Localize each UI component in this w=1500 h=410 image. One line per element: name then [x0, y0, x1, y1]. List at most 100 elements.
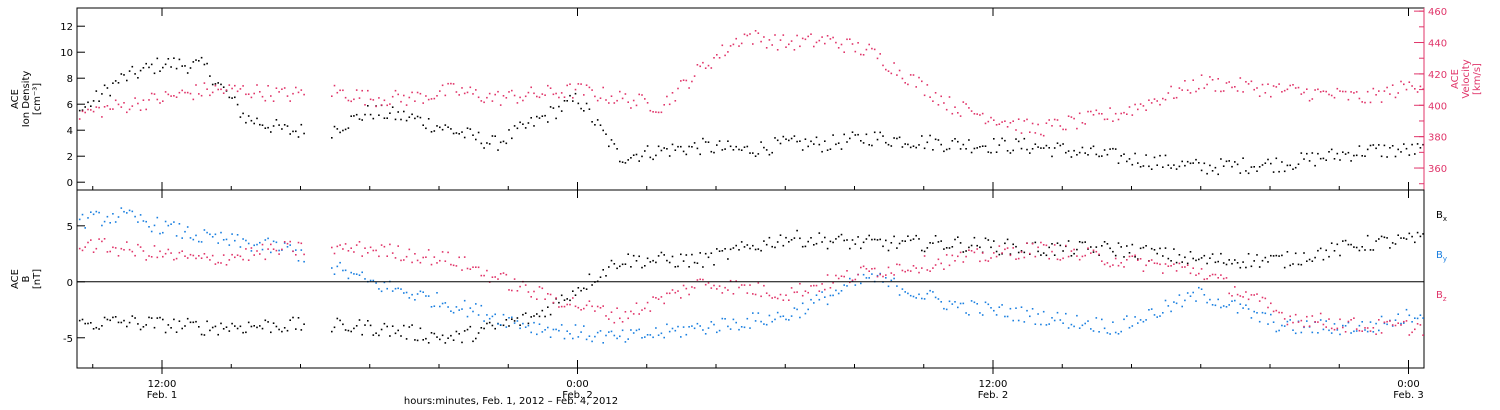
- data-point: [979, 312, 981, 314]
- data-point: [868, 234, 870, 237]
- data-point: [945, 254, 948, 256]
- data-point: [776, 241, 779, 243]
- data-point: [339, 319, 341, 322]
- data-point: [375, 282, 377, 284]
- data-point: [757, 32, 760, 34]
- data-point: [475, 89, 477, 91]
- data-point: [112, 108, 114, 110]
- data-point: [596, 331, 599, 334]
- data-point: [729, 279, 732, 282]
- data-point: [1236, 90, 1239, 92]
- data-point: [1258, 300, 1261, 302]
- data-point: [114, 221, 117, 223]
- data-point: [128, 321, 131, 324]
- data-point: [369, 98, 372, 101]
- data-point: [907, 143, 909, 146]
- data-point: [217, 242, 219, 244]
- data-point: [1372, 144, 1375, 146]
- data-point: [704, 141, 707, 143]
- data-point: [632, 154, 635, 156]
- data-point: [1040, 254, 1042, 256]
- data-point: [627, 159, 629, 161]
- data-point: [1416, 323, 1419, 325]
- data-point: [295, 254, 297, 256]
- data-point: [793, 135, 796, 137]
- data-point: [754, 320, 757, 322]
- data-point: [386, 104, 388, 107]
- data-point: [84, 227, 86, 229]
- data-point: [87, 101, 89, 104]
- data-point: [876, 239, 879, 241]
- data-point: [234, 96, 236, 99]
- data-point: [1239, 295, 1242, 297]
- data-point: [1411, 235, 1413, 238]
- data-point: [162, 66, 164, 69]
- data-point: [851, 279, 854, 282]
- y-right-axis-title-line: Velocity: [1461, 59, 1472, 98]
- data-point: [671, 143, 674, 146]
- data-point: [1178, 262, 1181, 265]
- x-axis-title: hours:minutes, Feb. 1, 2012 – Feb. 4, 20…: [404, 396, 618, 407]
- data-point: [768, 236, 771, 239]
- data-point: [98, 328, 100, 330]
- data-point: [937, 139, 940, 141]
- data-point: [253, 122, 255, 125]
- data-point: [527, 91, 530, 94]
- data-point: [278, 249, 280, 252]
- data-point: [718, 250, 721, 252]
- data-point: [804, 245, 807, 248]
- data-point: [425, 295, 427, 297]
- data-point: [815, 284, 818, 287]
- data-point: [427, 249, 430, 251]
- data-point: [1350, 160, 1352, 162]
- data-point: [347, 99, 350, 102]
- data-point: [441, 84, 444, 87]
- data-point: [538, 96, 541, 99]
- data-point: [1247, 83, 1250, 85]
- data-point: [912, 145, 915, 147]
- data-point: [1020, 132, 1023, 134]
- data-point: [1017, 118, 1020, 120]
- data-point: [1300, 152, 1303, 154]
- data-point: [364, 324, 366, 326]
- data-point: [724, 318, 726, 320]
- data-point: [1175, 302, 1178, 305]
- data-point: [198, 93, 200, 95]
- data-point: [81, 109, 84, 111]
- data-point: [649, 310, 652, 312]
- data-point: [1375, 240, 1377, 242]
- data-point: [414, 299, 416, 301]
- data-point: [602, 129, 604, 132]
- data-point: [1009, 152, 1012, 154]
- data-point: [655, 111, 657, 113]
- data-point: [1145, 245, 1147, 247]
- data-point: [1397, 148, 1399, 151]
- data-point: [616, 148, 618, 150]
- data-point: [563, 100, 566, 102]
- data-point: [560, 324, 563, 326]
- data-point: [826, 35, 829, 37]
- data-point: [621, 321, 624, 323]
- data-point: [128, 209, 131, 212]
- data-point: [857, 273, 859, 276]
- data-point: [466, 315, 469, 318]
- data-point: [369, 324, 372, 327]
- y-axis-title: ACEIon Density[cm⁻³]: [10, 71, 43, 128]
- data-point: [405, 104, 408, 106]
- data-point: [1184, 164, 1186, 167]
- data-point: [1029, 131, 1031, 133]
- series-right: [78, 30, 1424, 137]
- data-point: [1178, 254, 1181, 256]
- data-point: [813, 143, 815, 145]
- data-point: [123, 249, 125, 251]
- data-point: [211, 83, 214, 86]
- data-point: [355, 113, 358, 116]
- data-point: [1153, 314, 1156, 316]
- data-point: [984, 259, 987, 262]
- data-point: [433, 97, 436, 100]
- data-point: [566, 84, 568, 87]
- data-point: [641, 266, 643, 269]
- data-point: [868, 277, 870, 279]
- y-tick-label: 5: [67, 222, 73, 233]
- data-point: [984, 122, 987, 125]
